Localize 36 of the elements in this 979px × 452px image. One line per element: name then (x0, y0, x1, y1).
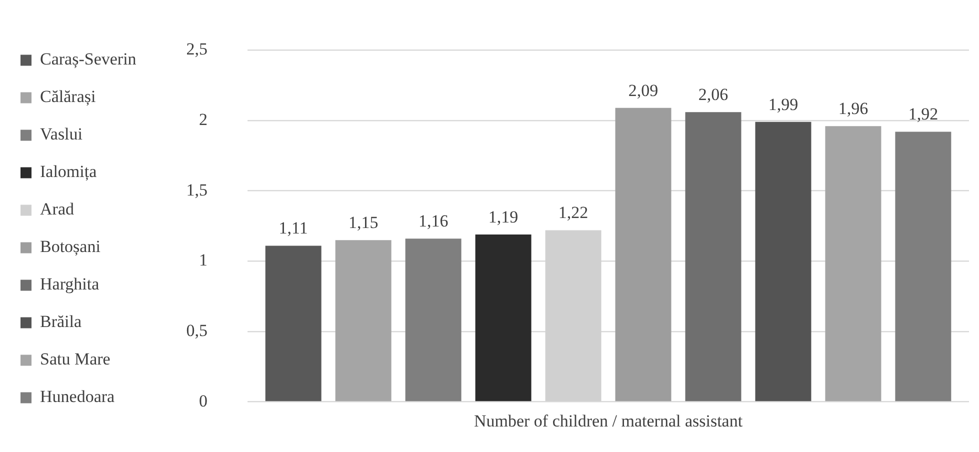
legend-label: Satu Mare (40, 350, 110, 369)
legend-label: Brăila (40, 312, 82, 332)
y-tick-label: 0,5 (186, 320, 208, 340)
y-tick-label: 1,5 (186, 180, 208, 200)
data-label: 1,22 (558, 203, 588, 222)
data-label: 1,11 (278, 218, 308, 238)
bar (265, 246, 322, 402)
data-label: 1,99 (768, 94, 798, 114)
y-tick-label: 0 (199, 391, 208, 410)
y-tick-label: 2 (199, 110, 208, 129)
legend-label: Caraș-Severin (40, 50, 137, 69)
data-label: 1,16 (418, 212, 448, 231)
legend-label: Botoșani (40, 237, 101, 256)
bar (475, 234, 532, 402)
bar (685, 112, 742, 402)
legend-label: Arad (40, 200, 74, 219)
x-tick-label: Number of children / maternal assistant (474, 411, 743, 430)
data-label: 2,09 (628, 80, 658, 100)
y-tick-label: 2,5 (186, 40, 208, 59)
data-label: 2,06 (698, 85, 728, 104)
data-label: 1,19 (488, 207, 518, 226)
bar (895, 132, 952, 402)
bar (405, 238, 462, 402)
bar (335, 240, 392, 402)
bar (755, 122, 812, 402)
y-tick-label: 1 (199, 250, 208, 270)
legend-label: Harghita (40, 274, 100, 294)
legend-label: Hunedoara (40, 387, 116, 406)
bar (825, 126, 882, 402)
bar (615, 108, 672, 402)
legend-label: Călărași (40, 87, 96, 106)
legend-label: Ialomița (40, 162, 98, 182)
data-label: 1,15 (348, 213, 378, 232)
data-label: 1,92 (908, 104, 938, 124)
data-label: 1,96 (838, 99, 868, 118)
legend-label: Vaslui (40, 124, 83, 144)
